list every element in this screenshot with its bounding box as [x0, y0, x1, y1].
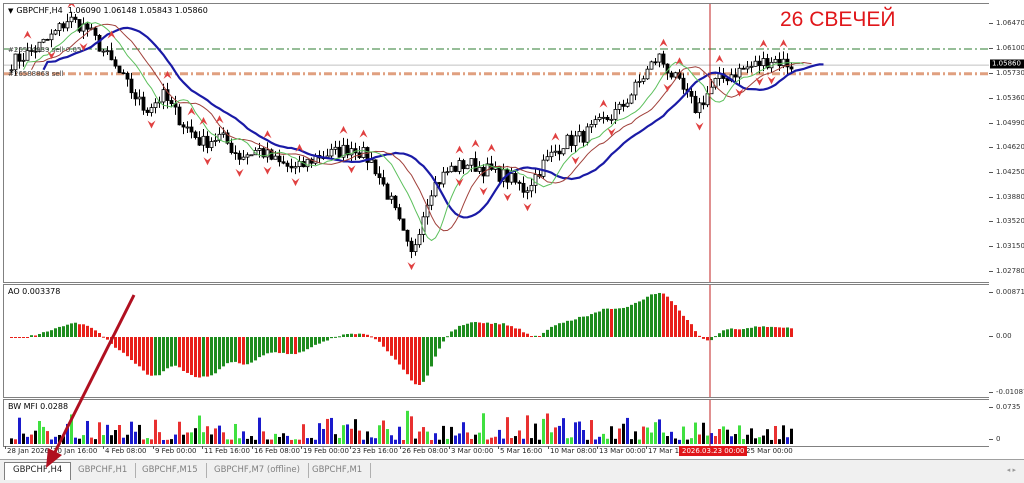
tab-scroll-arrows-icon[interactable]: ◂ ▸: [1006, 466, 1016, 474]
time-axis-label: 23 Feb 16:00: [352, 447, 398, 455]
ao-label: AO 0.003378: [8, 287, 61, 296]
time-axis-tick: [400, 446, 401, 449]
ao-axis-label: -0.01087: [996, 388, 1024, 396]
price-axis-tick: [989, 97, 993, 99]
price-axis-tick: [989, 270, 993, 272]
mfi-axis-label: 0.0735: [996, 403, 1021, 411]
ao-axis-tick: [989, 336, 993, 337]
tab-gbpchf-m1[interactable]: GBPCHF,M1: [304, 463, 372, 478]
time-axis-label: 4 Feb 08:00: [105, 447, 147, 455]
dropdown-triangle-icon[interactable]: ▼: [8, 7, 14, 15]
mfi-histogram: [10, 400, 793, 446]
bw-mfi-pane[interactable]: BW MFI 0.0288: [3, 399, 990, 447]
candle-count-annotation: 26 СВЕЧЕЙ: [780, 8, 896, 31]
time-axis-tick: [5, 446, 6, 449]
tab-gbpchf-m15[interactable]: GBPCHF,M15: [134, 463, 207, 478]
price-axis-label: 1.05360: [996, 93, 1024, 102]
time-axis-tick: [646, 446, 647, 449]
price-axis-tick: [989, 197, 993, 199]
time-axis-label: 30 Jan 16:00: [53, 447, 98, 455]
time-axis-tick: [202, 446, 203, 449]
time-axis-tick: [252, 446, 253, 449]
price-axis-label: 1.03520: [996, 217, 1024, 226]
ao-axis-label: 0.00: [996, 332, 1012, 340]
time-axis-tick: [548, 446, 549, 449]
price-axis-tick: [989, 147, 993, 149]
price-axis-label: 1.04250: [996, 168, 1024, 177]
chart-tab-bar: GBPCHF,H4 GBPCHF,H1 GBPCHF,M15 GBPCHF,M7 (o…: [0, 459, 1024, 483]
ao-axis-tick: [989, 392, 993, 393]
crosshair-time-badge: 2026.03.23 00:00: [679, 446, 748, 456]
current-price-badge: 1.05860: [990, 59, 1024, 69]
symbol-ohlc-header: ▼ GBPCHF,H4 1.06090 1.06148 1.05843 1.058…: [8, 6, 208, 15]
price-axis-label: 1.03880: [996, 193, 1024, 202]
tab-gbpchf-h4[interactable]: GBPCHF,H4: [4, 462, 72, 480]
price-axis-label: 1.06470: [996, 19, 1024, 28]
price-axis-tick: [989, 47, 993, 49]
mfi-label: BW MFI 0.0288: [8, 402, 69, 411]
price-axis-label: 1.04990: [996, 118, 1024, 127]
price-axis-tick: [989, 221, 993, 223]
time-axis-tick: [449, 446, 450, 449]
time-axis-label: 11 Feb 16:00: [204, 447, 250, 455]
order-label-2: #26588868 sell: [8, 70, 64, 78]
time-axis-tick: [350, 446, 351, 449]
ao-axis-tick: [989, 292, 993, 293]
price-axis-label: 1.06100: [996, 43, 1024, 52]
mfi-axis-tick: [989, 439, 993, 440]
time-axis-tick: [153, 446, 154, 449]
time-axis-label: 9 Feb 00:00: [155, 447, 197, 455]
time-axis-tick: [498, 446, 499, 449]
tab-gbpchf-h1[interactable]: GBPCHF,H1: [70, 463, 137, 478]
price-axis-label: 1.04620: [996, 143, 1024, 152]
time-axis-label: 5 Mar 16:00: [500, 447, 543, 455]
time-axis-label: 26 Feb 08:00: [402, 447, 448, 455]
time-axis[interactable]: 28 Jan 2026 30 Jan 16:00 4 Feb 08:00 9 Feb …: [3, 446, 988, 458]
price-axis-tick: [989, 246, 993, 248]
time-axis-label: 16 Feb 08:00: [254, 447, 300, 455]
ao-axis-label: 0.008713: [996, 288, 1024, 296]
time-axis-label: 25 Mar 00:00: [746, 447, 793, 455]
price-axis-tick: [989, 172, 993, 174]
price-axis-label: 1.05730: [996, 68, 1024, 77]
time-axis-label: 13 Mar 00:00: [599, 447, 646, 455]
symbol-label: GBPCHF,H4: [16, 6, 63, 15]
time-axis-label: 28 Jan 2026: [7, 447, 49, 455]
candlestick-plot: [4, 4, 989, 282]
time-axis-tick: [301, 446, 302, 449]
price-axis-tick: [989, 72, 993, 74]
awesome-oscillator-pane[interactable]: AO 0.003378: [3, 284, 990, 398]
ao-histogram: [10, 285, 793, 397]
mfi-axis-label: 0: [996, 435, 1001, 443]
order-label-sell: #26504939 sell 0.05: [8, 46, 82, 54]
price-axis[interactable]: 1.06470 1.06100 1.05730 1.05360 1.04990 1.046…: [989, 0, 1024, 448]
price-axis-tick: [989, 23, 993, 25]
ohlc-values: 1.06090 1.06148 1.05843 1.05860: [67, 6, 208, 15]
time-axis-tick: [51, 446, 52, 449]
price-chart-pane[interactable]: ▼ GBPCHF,H4 1.06090 1.06148 1.05843 1.058…: [3, 3, 990, 283]
time-axis-label: 10 Mar 08:00: [550, 447, 597, 455]
price-axis-tick: [989, 122, 993, 124]
price-axis-label: 1.03150: [996, 242, 1024, 251]
time-axis-tick: [103, 446, 104, 449]
time-axis-label: 17 Mar 16:00: [648, 447, 695, 455]
tab-gbpchf-m7-offline-[interactable]: GBPCHF,M7 (offline): [206, 463, 309, 478]
mfi-axis-tick: [989, 407, 993, 408]
time-axis-label: 3 Mar 00:00: [451, 447, 494, 455]
time-axis-tick: [597, 446, 598, 449]
price-axis-label: 1.02780: [996, 266, 1024, 275]
time-axis-label: 19 Feb 00:00: [303, 447, 349, 455]
